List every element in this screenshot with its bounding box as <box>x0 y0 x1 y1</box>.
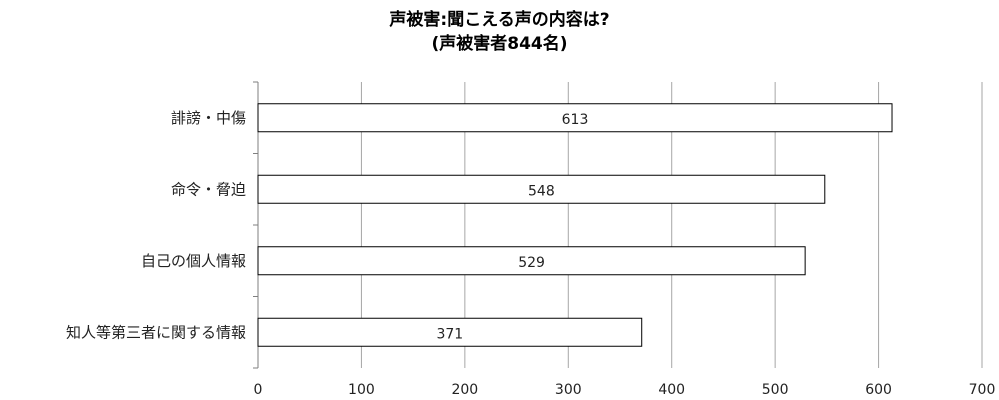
x-tick-label: 500 <box>762 382 789 398</box>
x-tick-label: 100 <box>348 382 375 398</box>
chart-title-block: 声被害:聞こえる声の内容は? (声被害者844名) <box>0 8 999 56</box>
category-label: 命令・脅迫 <box>171 180 246 198</box>
category-label: 知人等第三者に関する情報 <box>66 323 246 341</box>
bar <box>257 317 643 347</box>
data-label: 613 <box>562 112 589 128</box>
x-tick-label: 300 <box>555 382 582 398</box>
data-label: 548 <box>528 183 555 199</box>
chart-subtitle: (声被害者844名) <box>431 34 568 54</box>
data-label: 529 <box>518 255 545 271</box>
data-label: 371 <box>436 326 463 342</box>
category-label: 自己の個人情報 <box>141 252 246 270</box>
x-tick-label: 600 <box>865 382 892 398</box>
x-tick-label: 700 <box>969 382 996 398</box>
bar <box>257 174 826 204</box>
bar <box>257 103 893 133</box>
x-tick-label: 0 <box>254 382 263 398</box>
x-tick-label: 200 <box>451 382 478 398</box>
chart-title: 声被害:聞こえる声の内容は? <box>389 10 610 30</box>
bar <box>257 246 806 276</box>
category-label: 誹謗・中傷 <box>171 109 246 127</box>
x-tick-label: 400 <box>658 382 685 398</box>
